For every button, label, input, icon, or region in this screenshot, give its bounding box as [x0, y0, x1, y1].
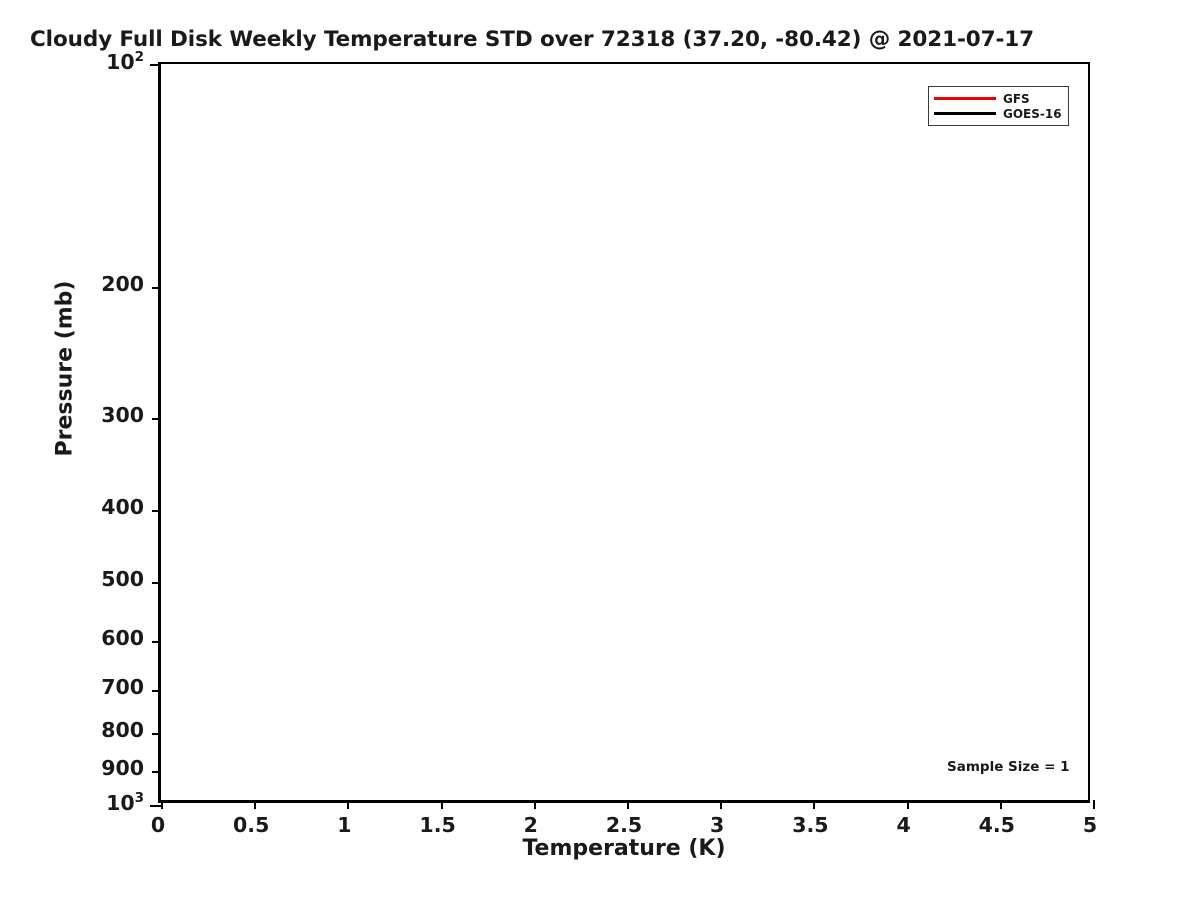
plot-area [150, 62, 1095, 809]
y-tick-label: 200 [101, 272, 144, 297]
x-tick-label: 1.5 [419, 813, 456, 837]
y-tick-mark [152, 510, 161, 513]
x-tick-mark [347, 800, 350, 809]
x-tick-mark [254, 800, 257, 809]
y-tick-mark [150, 805, 161, 807]
y-tick-label: 400 [101, 495, 144, 520]
x-tick-label: 2 [523, 813, 538, 837]
legend-entry: GOES-16 [934, 106, 1062, 121]
x-tick-label: 4.5 [978, 813, 1015, 837]
x-tick-label: 3 [710, 813, 725, 837]
y-tick-label: 600 [101, 625, 144, 650]
x-tick-label: 3.5 [792, 813, 829, 837]
x-tick-mark [720, 800, 723, 809]
y-tick-mark [152, 733, 161, 736]
y-tick-label: 102 [106, 49, 144, 74]
x-tick-label: 0.5 [233, 813, 270, 837]
y-tick-label: 700 [101, 675, 144, 700]
page-title: Cloudy Full Disk Weekly Temperature STD … [30, 27, 1035, 52]
x-tick-mark [627, 800, 629, 809]
x-tick-label: 4 [896, 813, 911, 837]
legend-label: GOES-16 [1003, 106, 1062, 121]
y-tick-mark [152, 581, 161, 584]
x-tick-mark [999, 800, 1002, 809]
legend[interactable]: GFS GOES-16 [928, 86, 1069, 126]
y-tick-label: 900 [101, 756, 144, 781]
x-tick-label: 0 [150, 813, 166, 837]
x-tick-mark [161, 800, 163, 809]
legend-label: GFS [1003, 91, 1030, 106]
x-tick-mark [440, 800, 443, 809]
y-tick-mark [152, 287, 161, 290]
x-tick-label: 2.5 [605, 813, 643, 837]
x-tick-mark [533, 800, 536, 809]
legend-line-swatch-gfs [934, 97, 996, 100]
x-tick-label: 1 [337, 813, 352, 837]
sample-size-annotation: Sample Size = 1 [947, 759, 1070, 775]
x-tick-mark [813, 800, 816, 809]
y-tick-mark [150, 64, 161, 66]
y-tick-mark [152, 690, 161, 693]
y-tick-mark [152, 417, 161, 420]
x-tick-mark [906, 800, 909, 809]
y-axis-title: Pressure (mb) [52, 280, 78, 457]
y-tick-label: 300 [101, 402, 144, 427]
x-axis-title: Temperature (K) [522, 836, 726, 861]
legend-line-swatch-goes16 [934, 112, 996, 115]
y-tick-mark [152, 771, 161, 774]
y-tick-mark [152, 640, 161, 643]
y-tick-label: 800 [101, 718, 144, 743]
legend-entry: GFS [934, 91, 1062, 106]
y-tick-label: 103 [106, 790, 144, 815]
x-tick-mark [1093, 800, 1095, 809]
y-tick-label: 500 [101, 566, 144, 591]
x-tick-label: 5 [1082, 813, 1098, 837]
